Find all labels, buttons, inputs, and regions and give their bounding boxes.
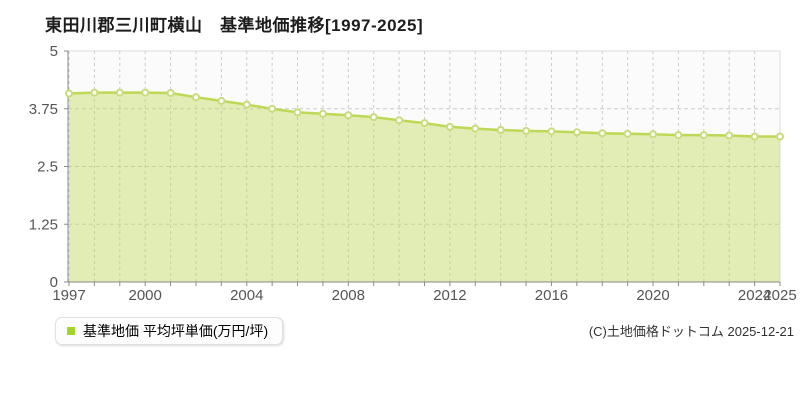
x-tick-label: 2004 bbox=[230, 287, 263, 304]
data-point-marker bbox=[192, 93, 200, 102]
data-point-marker bbox=[547, 127, 556, 136]
data-point-marker bbox=[598, 129, 607, 138]
y-tick-label: 5 bbox=[50, 43, 58, 60]
y-tick-label: 3.75 bbox=[29, 101, 58, 118]
data-point-marker bbox=[725, 131, 734, 140]
legend: 基準地価 平均坪単価(万円/坪) bbox=[55, 317, 284, 345]
data-point-marker bbox=[522, 126, 531, 135]
data-point-marker bbox=[293, 108, 302, 117]
data-point-marker bbox=[268, 104, 277, 113]
x-tick-label: 2008 bbox=[332, 287, 365, 304]
data-point-marker bbox=[623, 129, 632, 138]
data-point-marker bbox=[572, 128, 581, 137]
data-point-marker bbox=[369, 113, 378, 122]
data-point-marker bbox=[344, 111, 353, 120]
data-point-marker bbox=[699, 131, 708, 140]
x-tick-label: 2012 bbox=[433, 287, 466, 304]
data-point-marker bbox=[115, 88, 124, 97]
copyright-text: (C)土地価格ドットコム 2025-12-21 bbox=[588, 324, 794, 339]
data-point-marker bbox=[166, 89, 175, 97]
data-point-marker bbox=[649, 130, 657, 139]
data-point-marker bbox=[496, 126, 505, 134]
y-tick-label: 0 bbox=[50, 274, 58, 291]
chart-title: 東田川郡三川町横山 基準地価推移[1997-2025] bbox=[45, 16, 424, 35]
legend-label: 基準地価 平均坪単価(万円/坪) bbox=[83, 323, 269, 339]
x-tick-label: 2020 bbox=[636, 287, 669, 304]
data-point-marker bbox=[318, 109, 327, 118]
data-point-marker bbox=[217, 96, 226, 105]
x-tick-label: 2016 bbox=[535, 287, 568, 304]
data-point-marker bbox=[141, 88, 150, 97]
data-point-marker bbox=[445, 122, 454, 131]
x-tick-label: 2000 bbox=[128, 287, 161, 304]
x-tick-label: 1997 bbox=[52, 287, 85, 304]
series-swatch-icon bbox=[67, 327, 75, 335]
data-point-marker bbox=[750, 132, 759, 141]
y-tick-label: 2.5 bbox=[37, 159, 58, 176]
data-point-marker bbox=[776, 132, 784, 141]
price-trend-area-chart: 0 1.25 2.5 3.75 5 1997 2000 2004 2008 2012 2016 202… bbox=[29, 43, 797, 304]
data-point-marker bbox=[242, 100, 251, 109]
x-tick-label: 2025 bbox=[763, 287, 796, 304]
data-point-marker bbox=[65, 89, 73, 98]
y-tick-label: 1.25 bbox=[29, 216, 58, 233]
data-point-marker bbox=[674, 131, 683, 140]
data-point-marker bbox=[471, 124, 480, 133]
series-area-fill bbox=[69, 92, 780, 282]
data-point-marker bbox=[420, 119, 429, 128]
x-tick-label: 2024 bbox=[738, 287, 771, 304]
data-point-marker bbox=[395, 116, 404, 125]
data-point-marker bbox=[90, 88, 99, 97]
